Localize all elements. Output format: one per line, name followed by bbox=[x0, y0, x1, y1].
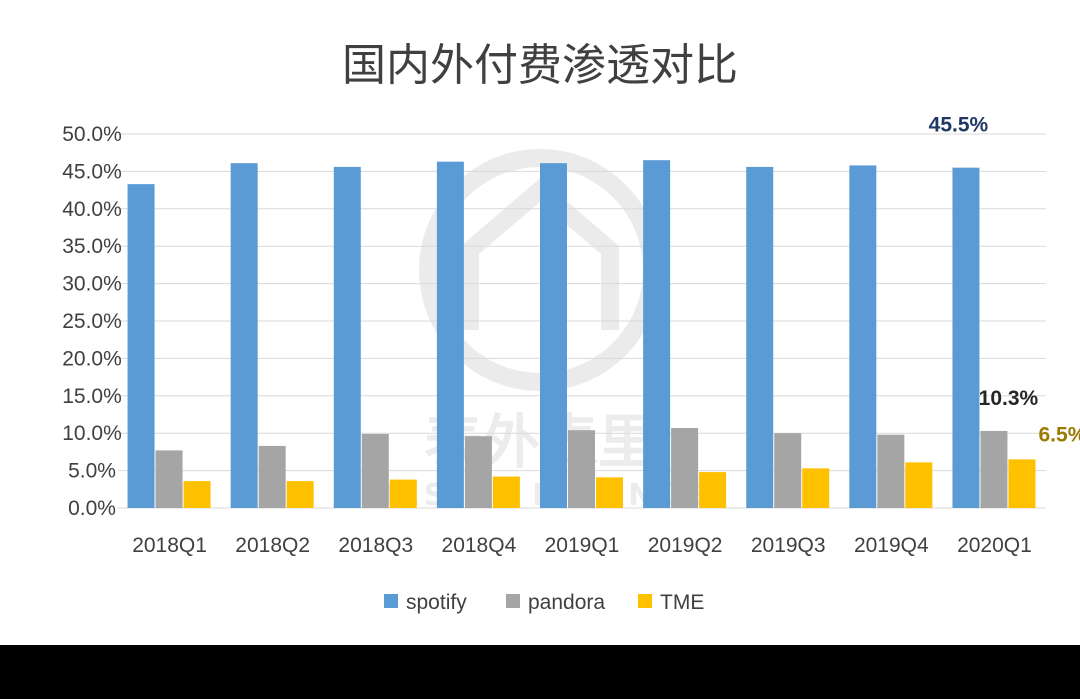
bar-spotify-2018Q1 bbox=[127, 184, 155, 508]
bar-pandora-2018Q1 bbox=[155, 450, 183, 508]
y-tick-label: 0.0% bbox=[68, 497, 116, 520]
y-tick-label: 15.0% bbox=[62, 385, 122, 408]
y-tick-label: 20.0% bbox=[62, 347, 122, 370]
bar-pandora-2019Q4 bbox=[877, 434, 905, 508]
x-tick-label: 2019Q4 bbox=[854, 534, 929, 557]
x-axis: 2018Q1 2018Q2 2018Q3 2018Q4 2019Q1 2019Q2 2019… bbox=[132, 534, 1032, 557]
bar-TME-2019Q1 bbox=[596, 477, 623, 508]
bar-TME-2018Q3 bbox=[389, 479, 417, 508]
bar-TME-2019Q2 bbox=[699, 472, 727, 508]
bar-TME-2018Q4 bbox=[492, 476, 520, 508]
data-labels: 45.5% 10.3%6.5% bbox=[929, 114, 1080, 447]
y-tick-label: 5.0% bbox=[68, 460, 116, 483]
bars bbox=[127, 160, 1036, 509]
legend-swatch-pandora bbox=[506, 594, 520, 608]
x-tick-label: 2018Q2 bbox=[235, 534, 310, 557]
y-tick-label: 30.0% bbox=[62, 273, 122, 296]
legend-swatch-spotify bbox=[384, 594, 398, 608]
y-tick-label: 40.0% bbox=[62, 198, 122, 221]
y-tick-label: 10.0% bbox=[62, 422, 122, 445]
legend: spotify pandora TME bbox=[384, 591, 704, 614]
bar-TME-2018Q1 bbox=[183, 481, 211, 508]
bar-spotify-2019Q1 bbox=[540, 163, 567, 508]
x-tick-label: 2019Q3 bbox=[751, 534, 826, 557]
y-tick-label: 45.0% bbox=[62, 160, 122, 183]
legend-swatch-TME bbox=[638, 594, 652, 608]
bar-spotify-2019Q2 bbox=[643, 160, 671, 508]
bar-pandora-2018Q4 bbox=[464, 436, 492, 508]
bar-pandora-2018Q3 bbox=[361, 433, 389, 508]
bar-pandora-2019Q3 bbox=[774, 433, 802, 508]
bar-spotify-2019Q4 bbox=[849, 165, 877, 508]
bar-TME-2019Q3 bbox=[802, 468, 830, 508]
y-axis: 0.0% 5.0% 10.0% 15.0% 20.0% 25.0% 30.0% 35.0% 40… bbox=[62, 123, 122, 520]
y-tick-label: 35.0% bbox=[62, 235, 122, 258]
bar-spotify-2020Q1 bbox=[952, 167, 980, 508]
bar-pandora-2019Q2 bbox=[671, 427, 699, 508]
x-tick-label: 2018Q3 bbox=[338, 534, 413, 557]
bar-TME-2018Q2 bbox=[286, 481, 314, 508]
bar-pandora-2018Q2 bbox=[258, 445, 286, 508]
bar-spotify-2018Q4 bbox=[436, 161, 464, 508]
data-label-TME: 6.5% bbox=[1039, 423, 1080, 446]
bar-TME-2020Q1 bbox=[1008, 459, 1036, 508]
x-tick-label: 2019Q1 bbox=[545, 534, 620, 557]
x-tick-label: 2019Q2 bbox=[648, 534, 723, 557]
bar-spotify-2019Q3 bbox=[746, 166, 774, 509]
legend-label-spotify: spotify bbox=[406, 591, 467, 614]
x-tick-label: 2018Q4 bbox=[442, 534, 517, 557]
data-label-pandora: 10.3% bbox=[979, 387, 1039, 410]
chart-title: 国内外付费渗透对比 bbox=[342, 40, 738, 91]
y-tick-label: 50.0% bbox=[62, 123, 122, 146]
bar-TME-2019Q4 bbox=[905, 462, 933, 508]
bar-pandora-2020Q1 bbox=[980, 430, 1008, 508]
y-tick-label: 25.0% bbox=[62, 310, 122, 333]
bar-spotify-2018Q3 bbox=[333, 166, 361, 509]
bar-spotify-2018Q2 bbox=[230, 163, 258, 508]
x-tick-label: 2020Q1 bbox=[957, 534, 1032, 557]
bar-pandora-2019Q1 bbox=[568, 430, 595, 508]
legend-label-TME: TME bbox=[660, 591, 704, 614]
legend-label-pandora: pandora bbox=[528, 591, 605, 614]
data-label-spotify: 45.5% bbox=[929, 114, 989, 137]
chart: 国内外付费渗透对比 表外表里BESIDE FINANCE 0.0%5.0%10.… bbox=[62, 40, 1080, 614]
x-tick-label: 2018Q1 bbox=[132, 534, 207, 557]
chart-frame: 国内外付费渗透对比 表外表里BESIDE FINANCE 0.0%5.0%10.… bbox=[0, 0, 1080, 645]
